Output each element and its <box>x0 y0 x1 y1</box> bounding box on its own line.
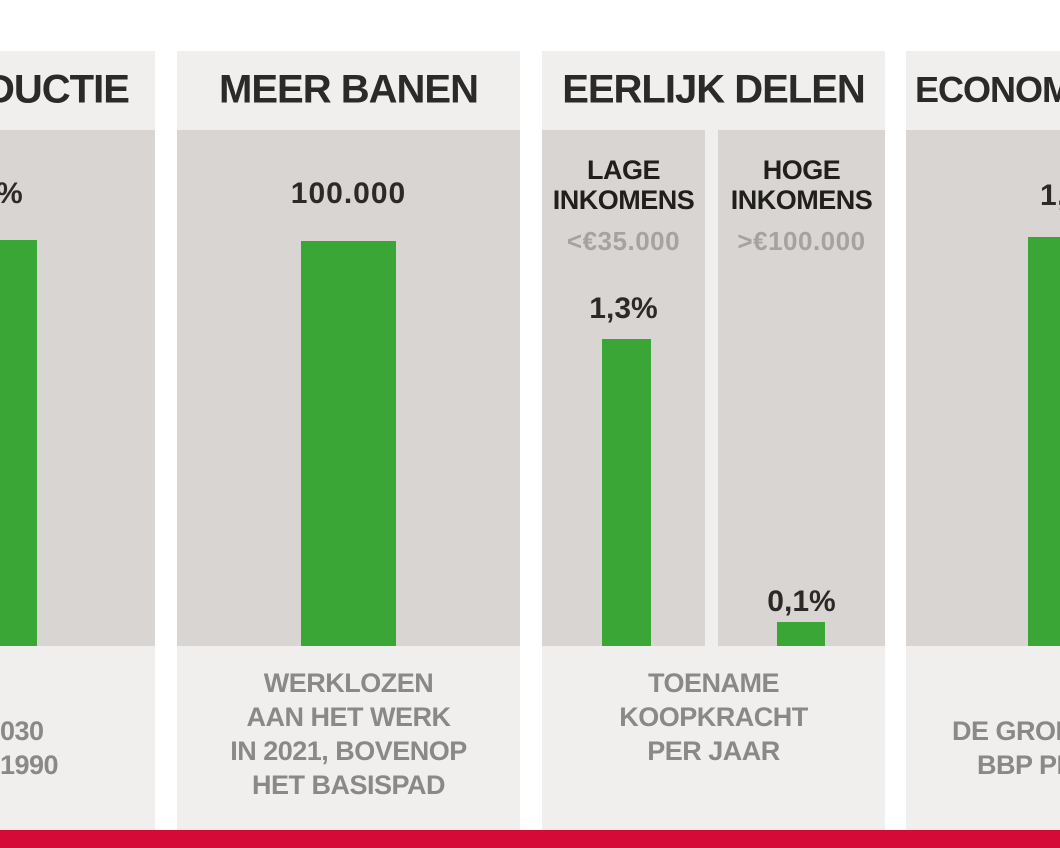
panel-economische-groei-caption-area <box>906 646 1060 830</box>
panel-reductie-header: DUCTIE <box>0 51 155 130</box>
label-line: HOGE <box>762 155 841 185</box>
panel-reductie-caption-line2: 1990 <box>0 750 59 780</box>
panel-reductie-title: DUCTIE <box>0 67 130 112</box>
value-hoge-inkomens: 0,1% <box>767 585 836 618</box>
panel-reductie-caption-area <box>0 646 155 830</box>
panel-reductie-value-label: % <box>0 177 23 211</box>
panel-reductie-caption-line1: 030 <box>0 716 44 746</box>
panel-eerlijk-delen-header: EERLIJK DELEN <box>542 51 885 130</box>
panel-meer-banen-value-label: 100.000 <box>290 177 407 210</box>
caption-line: KOOPKRACHT <box>619 702 808 732</box>
caption-line: PER JAAR <box>647 736 780 766</box>
panel-reductie: DUCTIE % 030 1990 <box>0 51 155 830</box>
panel-economische-groei-value-label: 1, <box>1040 179 1060 212</box>
bar-lage-inkomens <box>602 339 651 646</box>
sublabel-lage-inkomens: <€35.000 <box>566 226 681 256</box>
label-line: INKOMENS <box>730 185 873 215</box>
caption-line: IN 2021, BOVENOP <box>230 736 467 766</box>
label-lage-inkomens: LAGE INKOMENS <box>542 155 705 215</box>
panel-economische-groei-title: ECONOMIS <box>915 68 1060 110</box>
panel-economische-groei-caption-line2: BBP PE <box>977 750 1060 780</box>
caption-line: HET BASISPAD <box>251 770 446 800</box>
panel-meer-banen-bar <box>301 241 396 646</box>
panel-meer-banen: MEER BANEN 100.000 WERKLOZEN AAN HET WER… <box>177 51 520 830</box>
panel-eerlijk-delen-caption: TOENAME KOOPKRACHT PER JAAR <box>542 666 885 768</box>
caption-line: TOENAME <box>647 668 780 698</box>
panel-meer-banen-caption: WERKLOZEN AAN HET WERK IN 2021, BOVENOP … <box>177 666 520 802</box>
panel-economische-groei-header: ECONOMIS <box>906 51 1060 130</box>
label-line: INKOMENS <box>552 185 695 215</box>
panel-meer-banen-caption-area <box>177 646 520 830</box>
bar-hoge-inkomens <box>777 622 825 646</box>
panel-eerlijk-delen-caption-area <box>542 646 885 830</box>
panel-economische-groei-caption-line1: DE GROE <box>952 716 1060 746</box>
subpanel-hoge-inkomens <box>718 130 885 646</box>
footer-red-band <box>0 830 1060 848</box>
caption-line: AAN HET WERK <box>246 702 452 732</box>
panel-reductie-bar <box>0 240 37 646</box>
value-lage-inkomens: 1,3% <box>589 292 658 325</box>
panel-eerlijk-delen: EERLIJK DELEN LAGE INKOMENS <€35.000 1,3… <box>542 51 885 830</box>
panel-meer-banen-title: MEER BANEN <box>219 67 479 112</box>
panel-eerlijk-delen-title: EERLIJK DELEN <box>562 67 866 112</box>
label-line: LAGE <box>586 155 661 185</box>
panel-economische-groei: ECONOMIS 1, DE GROE BBP PE <box>906 51 1060 830</box>
caption-line: WERKLOZEN <box>263 668 434 698</box>
label-hoge-inkomens: HOGE INKOMENS <box>718 155 885 215</box>
sublabel-hoge-inkomens: >€100.000 <box>737 226 866 256</box>
panel-meer-banen-header: MEER BANEN <box>177 51 520 130</box>
panel-economische-groei-bar <box>1028 237 1060 646</box>
